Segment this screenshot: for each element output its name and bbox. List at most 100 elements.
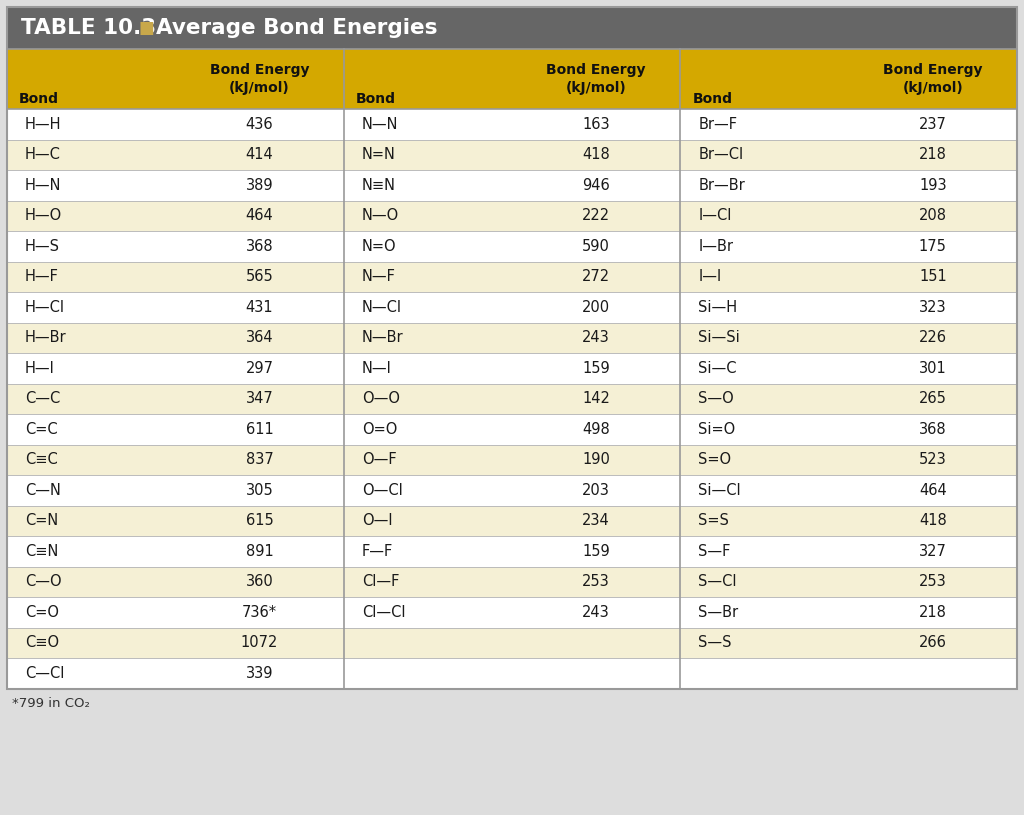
Text: C—C: C—C — [25, 391, 60, 406]
Text: 364: 364 — [246, 330, 273, 346]
Text: C≡O: C≡O — [25, 635, 59, 650]
Text: 218: 218 — [919, 605, 947, 619]
Text: C≡C: C≡C — [25, 452, 57, 467]
Text: 200: 200 — [582, 300, 610, 315]
Text: I—Br: I—Br — [698, 239, 733, 253]
Text: Cl—F: Cl—F — [361, 575, 399, 589]
Text: 253: 253 — [919, 575, 947, 589]
Text: H—H: H—H — [25, 117, 61, 132]
Text: N—F: N—F — [361, 269, 395, 284]
Text: *799 in CO₂: *799 in CO₂ — [12, 697, 90, 710]
Text: 323: 323 — [919, 300, 946, 315]
Text: 266: 266 — [919, 635, 947, 650]
Bar — [7, 658, 1017, 689]
Text: 142: 142 — [583, 391, 610, 406]
Text: 175: 175 — [919, 239, 947, 253]
Text: H—F: H—F — [25, 269, 58, 284]
Text: S=O: S=O — [698, 452, 731, 467]
Text: 237: 237 — [919, 117, 947, 132]
Text: C—N: C—N — [25, 482, 60, 498]
Bar — [7, 628, 1017, 658]
Bar — [7, 384, 1017, 414]
Bar — [7, 536, 1017, 566]
Text: O—I: O—I — [361, 513, 392, 528]
Text: N—Br: N—Br — [361, 330, 403, 346]
Text: Bond: Bond — [19, 92, 59, 106]
Text: S—F: S—F — [698, 544, 731, 559]
Text: 327: 327 — [919, 544, 947, 559]
Text: 946: 946 — [583, 178, 610, 193]
Text: 272: 272 — [582, 269, 610, 284]
Text: TABLE 10.3: TABLE 10.3 — [22, 18, 164, 38]
Text: 837: 837 — [246, 452, 273, 467]
Text: 436: 436 — [246, 117, 273, 132]
Text: 297: 297 — [246, 361, 273, 376]
Text: 368: 368 — [246, 239, 273, 253]
Text: 208: 208 — [919, 209, 947, 223]
Text: 360: 360 — [246, 575, 273, 589]
Text: 265: 265 — [919, 391, 947, 406]
Text: H—Cl: H—Cl — [25, 300, 65, 315]
Text: 218: 218 — [919, 148, 947, 162]
Text: Br—F: Br—F — [698, 117, 737, 132]
Text: Si—Cl: Si—Cl — [698, 482, 741, 498]
Text: S—O: S—O — [698, 391, 734, 406]
Text: 301: 301 — [919, 361, 947, 376]
Text: 414: 414 — [246, 148, 273, 162]
Text: Br—Cl: Br—Cl — [698, 148, 743, 162]
Text: 163: 163 — [583, 117, 610, 132]
Text: Si—Si: Si—Si — [698, 330, 740, 346]
Text: 347: 347 — [246, 391, 273, 406]
Bar — [7, 414, 1017, 444]
Text: S—Br: S—Br — [698, 605, 738, 619]
Text: Bond Energy
(kJ/mol): Bond Energy (kJ/mol) — [883, 63, 983, 95]
Text: I—I: I—I — [698, 269, 722, 284]
Text: N—I: N—I — [361, 361, 391, 376]
Text: 389: 389 — [246, 178, 273, 193]
Bar — [7, 292, 1017, 323]
Text: N=N: N=N — [361, 148, 395, 162]
Bar — [7, 323, 1017, 353]
Bar — [7, 200, 1017, 231]
Text: 159: 159 — [583, 544, 610, 559]
Text: H—Br: H—Br — [25, 330, 67, 346]
Text: 736*: 736* — [242, 605, 278, 619]
Text: O=O: O=O — [361, 421, 397, 437]
Bar — [7, 7, 1017, 689]
Text: 203: 203 — [583, 482, 610, 498]
Text: O—Cl: O—Cl — [361, 482, 402, 498]
Text: 193: 193 — [919, 178, 946, 193]
Text: Bond: Bond — [692, 92, 732, 106]
Text: H—N: H—N — [25, 178, 61, 193]
Bar — [7, 566, 1017, 597]
Text: Br—Br: Br—Br — [698, 178, 745, 193]
Bar — [7, 7, 1017, 49]
Text: 498: 498 — [583, 421, 610, 437]
Text: 243: 243 — [583, 330, 610, 346]
Bar — [7, 353, 1017, 384]
Text: 1072: 1072 — [241, 635, 279, 650]
Bar — [7, 444, 1017, 475]
Text: H—I: H—I — [25, 361, 55, 376]
Text: 464: 464 — [246, 209, 273, 223]
Text: C=N: C=N — [25, 513, 58, 528]
Text: N—Cl: N—Cl — [361, 300, 401, 315]
Bar — [7, 49, 1017, 109]
Text: 190: 190 — [583, 452, 610, 467]
Text: Bond Energy
(kJ/mol): Bond Energy (kJ/mol) — [547, 63, 646, 95]
Text: C=C: C=C — [25, 421, 57, 437]
Text: 590: 590 — [583, 239, 610, 253]
Text: S—S: S—S — [698, 635, 732, 650]
Text: H—S: H—S — [25, 239, 60, 253]
Text: 418: 418 — [583, 148, 610, 162]
Text: 305: 305 — [246, 482, 273, 498]
Text: N—O: N—O — [361, 209, 399, 223]
Text: S=S: S=S — [698, 513, 729, 528]
Text: H—C: H—C — [25, 148, 60, 162]
Text: ■: ■ — [139, 19, 155, 37]
Text: 523: 523 — [919, 452, 947, 467]
Text: N=O: N=O — [361, 239, 396, 253]
Text: 611: 611 — [246, 421, 273, 437]
Text: C=O: C=O — [25, 605, 59, 619]
Text: 339: 339 — [246, 666, 273, 681]
